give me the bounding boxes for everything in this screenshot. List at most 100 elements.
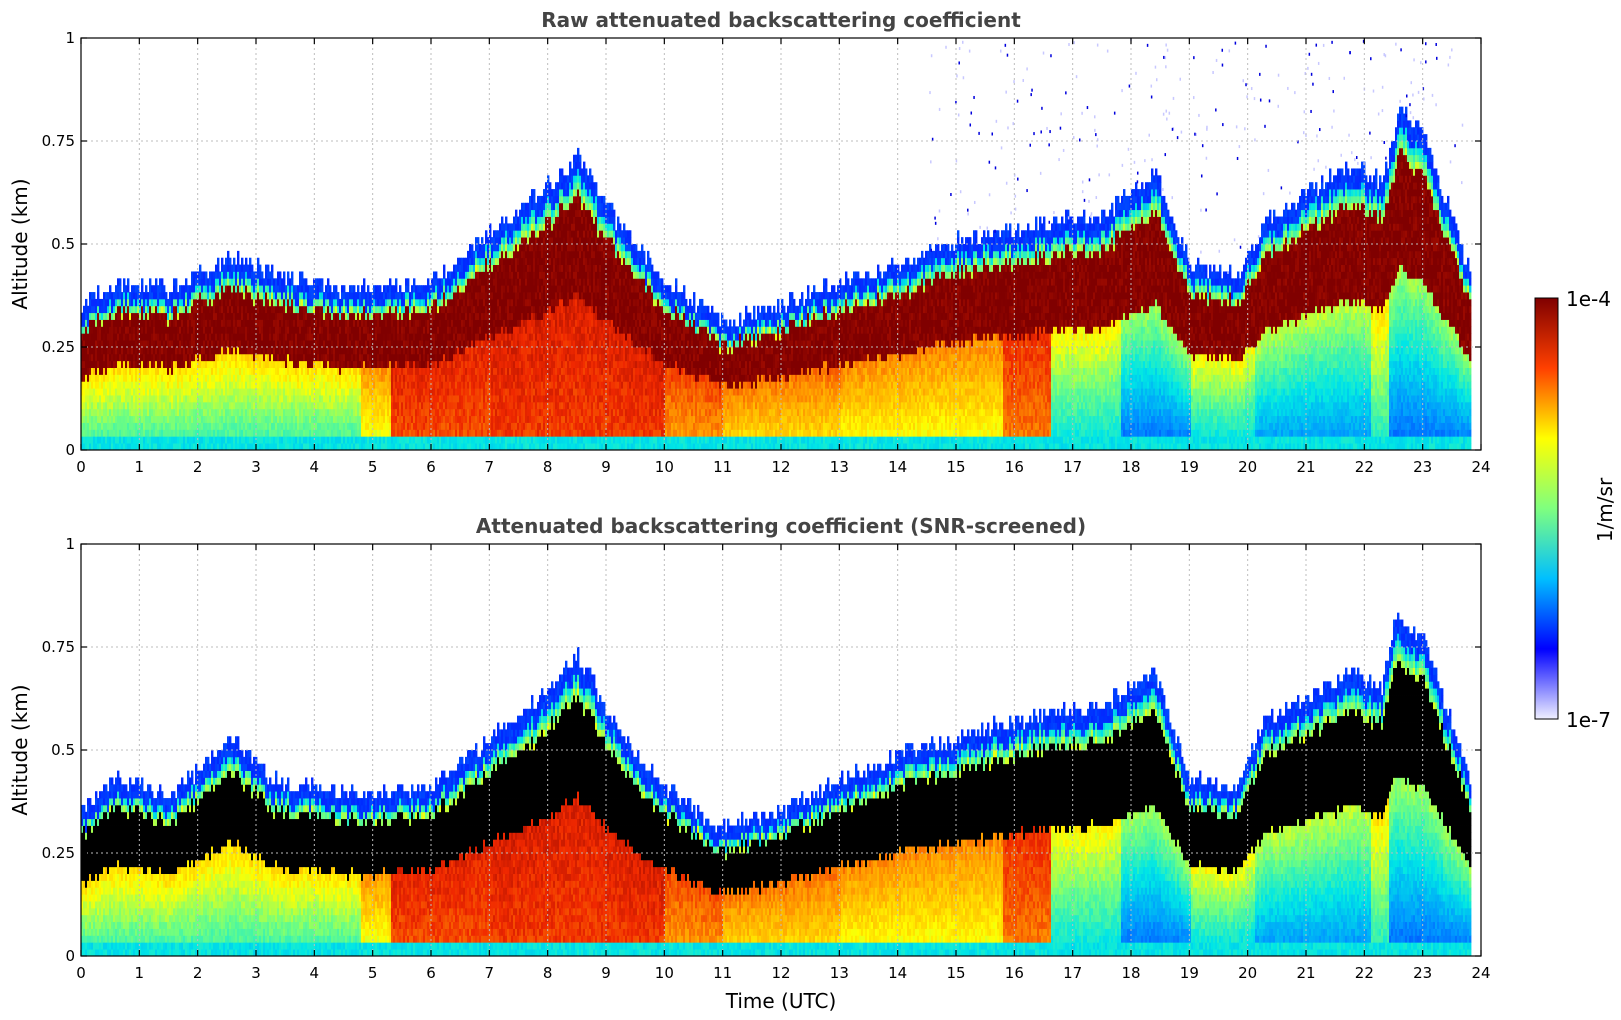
- heatmap-cell: [191, 319, 194, 327]
- heatmap-cell: [185, 353, 188, 362]
- heatmap-cell: [395, 381, 398, 389]
- heatmap-cell: [463, 305, 466, 314]
- heatmap-cell: [251, 305, 254, 314]
- heatmap-cell: [351, 388, 354, 396]
- heatmap-cell: [179, 415, 182, 423]
- heatmap-cell: [279, 319, 282, 327]
- heatmap-cell: [249, 401, 252, 410]
- heatmap-cell: [277, 395, 280, 403]
- heatmap-cell: [397, 401, 400, 410]
- heatmap-cell: [95, 340, 98, 348]
- heatmap-cell: [321, 429, 324, 437]
- heatmap-cell: [351, 326, 354, 334]
- heatmap-cell: [453, 388, 456, 396]
- heatmap-cell: [179, 305, 182, 314]
- heatmap-cell: [137, 333, 140, 341]
- heatmap-cell: [307, 381, 310, 389]
- heatmap-cell: [181, 347, 184, 355]
- heatmap-cell: [217, 395, 220, 403]
- heatmap-cell: [427, 395, 430, 403]
- heatmap-cell: [129, 312, 132, 320]
- heatmap-cell: [227, 264, 230, 272]
- heatmap-cell: [149, 285, 152, 293]
- heatmap-cell: [169, 436, 172, 444]
- heatmap-cell: [477, 292, 480, 300]
- heatmap-cell: [347, 333, 350, 341]
- heatmap-cell: [431, 408, 434, 417]
- heatmap-cell: [307, 326, 310, 334]
- heatmap-cell: [319, 285, 322, 293]
- heatmap-cell: [351, 443, 354, 450]
- heatmap-cell: [353, 388, 356, 396]
- heatmap-cell: [165, 415, 168, 423]
- heatmap-cell: [411, 326, 414, 334]
- heatmap-cell: [249, 388, 252, 396]
- heatmap-cell: [407, 305, 410, 314]
- heatmap-cell: [115, 381, 118, 389]
- heatmap-cell: [303, 353, 306, 362]
- heatmap-cell: [213, 381, 216, 389]
- heatmap-cell: [301, 395, 304, 403]
- heatmap-cell: [251, 333, 254, 341]
- heatmap-cell: [117, 298, 120, 307]
- heatmap-cell: [183, 347, 186, 355]
- heatmap-cell: [443, 429, 446, 437]
- heatmap-cell: [117, 340, 120, 348]
- heatmap-cell: [459, 388, 462, 396]
- heatmap-cell: [479, 264, 482, 272]
- heatmap-cell: [195, 381, 198, 389]
- heatmap-cell: [323, 347, 326, 355]
- heatmap-cell: [87, 347, 90, 355]
- heatmap-cell: [155, 340, 158, 348]
- heatmap-cell: [355, 353, 358, 362]
- heatmap-cell: [219, 401, 222, 410]
- heatmap-cell: [261, 395, 264, 403]
- heatmap-cell: [219, 408, 222, 417]
- heatmap-cell: [225, 443, 228, 450]
- heatmap-cell: [435, 415, 438, 423]
- heatmap-cell: [243, 429, 246, 437]
- heatmap-cell: [433, 395, 436, 403]
- heatmap-cell: [305, 360, 308, 368]
- heatmap-cell: [205, 312, 208, 320]
- heatmap-cell: [461, 388, 464, 396]
- heatmap-cell: [193, 305, 196, 314]
- heatmap-cell: [343, 408, 346, 417]
- heatmap-cell: [171, 360, 174, 368]
- heatmap-cell: [373, 285, 376, 293]
- heatmap-cell: [161, 436, 164, 444]
- heatmap-cell: [451, 340, 454, 348]
- heatmap-cell: [301, 347, 304, 355]
- heatmap-cell: [269, 298, 272, 307]
- heatmap-cell: [137, 347, 140, 355]
- heatmap-cell: [229, 374, 232, 382]
- heatmap-cell: [253, 443, 256, 450]
- heatmap-cell: [347, 292, 350, 300]
- heatmap-cell: [445, 285, 448, 293]
- heatmap-cell: [95, 422, 98, 430]
- heatmap-cell: [215, 312, 218, 320]
- heatmap-cell: [237, 347, 240, 355]
- heatmap-cell: [295, 360, 298, 368]
- heatmap-cell: [417, 436, 420, 444]
- heatmap-cell: [269, 292, 272, 300]
- heatmap-cell: [293, 422, 296, 430]
- heatmap-cell: [239, 319, 242, 327]
- heatmap-cell: [349, 443, 352, 450]
- heatmap-cell: [199, 422, 202, 430]
- heatmap-cell: [295, 347, 298, 355]
- heatmap-cell: [353, 408, 356, 417]
- heatmap-cell: [93, 429, 96, 437]
- heatmap-cell: [443, 436, 446, 444]
- heatmap-cell: [253, 298, 256, 307]
- heatmap-cell: [249, 436, 252, 444]
- heatmap-cell: [219, 381, 222, 389]
- heatmap-cell: [315, 360, 318, 368]
- heatmap-cell: [241, 319, 244, 327]
- heatmap-cell: [267, 333, 270, 341]
- heatmap-cell: [105, 388, 108, 396]
- heatmap-cell: [127, 305, 130, 314]
- heatmap-cell: [109, 429, 112, 437]
- heatmap-cell: [343, 422, 346, 430]
- heatmap-cell: [349, 367, 352, 375]
